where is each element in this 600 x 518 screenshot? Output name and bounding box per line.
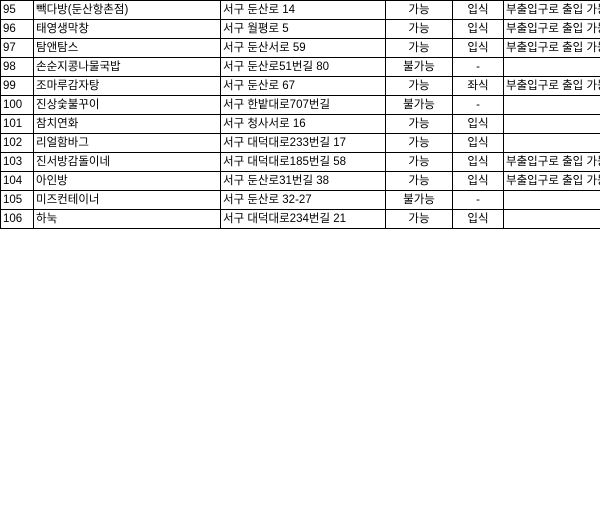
cell-accessible: 가능 [385, 133, 453, 153]
table-body: 95 빽다방(둔산항촌점) 서구 둔산로 14 가능 입식 부출입구로 출입 가… [0, 0, 600, 229]
cell-type: 입식 [452, 133, 504, 153]
cell-note [503, 133, 600, 153]
cell-accessible: 가능 [385, 114, 453, 134]
cell-name: 참치연화 [33, 114, 221, 134]
cell-name: 빽다방(둔산항촌점) [33, 0, 221, 20]
cell-address: 서구 둔산로 14 [220, 0, 386, 20]
accessibility-listing-table: 95 빽다방(둔산항촌점) 서구 둔산로 14 가능 입식 부출입구로 출입 가… [0, 0, 600, 229]
table-row: 97 탐앤탐스 서구 둔산서로 59 가능 입식 부출입구로 출입 가능 [0, 38, 600, 58]
cell-note: 부출입구로 출입 가능 [503, 152, 600, 172]
cell-address: 서구 둔산로51번길 80 [220, 57, 386, 77]
cell-note [503, 57, 600, 77]
cell-no: 103 [0, 152, 34, 172]
cell-no: 102 [0, 133, 34, 153]
cell-no: 105 [0, 190, 34, 210]
table-row: 100 진상숯불꾸이 서구 한밭대로707번길 불가능 - [0, 95, 600, 115]
cell-accessible: 가능 [385, 19, 453, 39]
cell-note: 부출입구로 출입 가능 [503, 0, 600, 20]
cell-no: 96 [0, 19, 34, 39]
cell-type: 입식 [452, 152, 504, 172]
cell-name: 진서방감돌이네 [33, 152, 221, 172]
cell-address: 서구 둔산로31번길 38 [220, 171, 386, 191]
cell-address: 서구 둔산로 67 [220, 76, 386, 96]
cell-type: - [452, 190, 504, 210]
cell-address: 서구 한밭대로707번길 [220, 95, 386, 115]
table-row: 101 참치연화 서구 청사서로 16 가능 입식 [0, 114, 600, 134]
table-row: 99 조마루감자탕 서구 둔산로 67 가능 좌식 부출입구로 출입 가능 [0, 76, 600, 96]
cell-note: 부출입구로 출입 가능 [503, 76, 600, 96]
cell-address: 서구 둔산로 32-27 [220, 190, 386, 210]
cell-name: 아인방 [33, 171, 221, 191]
cell-type: 입식 [452, 0, 504, 20]
cell-type: - [452, 57, 504, 77]
cell-name: 리얼함바그 [33, 133, 221, 153]
cell-note [503, 209, 600, 229]
cell-name: 탐앤탐스 [33, 38, 221, 58]
cell-name: 조마루감자탕 [33, 76, 221, 96]
cell-accessible: 가능 [385, 209, 453, 229]
cell-note [503, 95, 600, 115]
cell-name: 태영생막창 [33, 19, 221, 39]
cell-accessible: 가능 [385, 0, 453, 20]
table-row: 102 리얼함바그 서구 대덕대로233번길 17 가능 입식 [0, 133, 600, 153]
cell-type: 입식 [452, 38, 504, 58]
cell-type: 입식 [452, 209, 504, 229]
cell-accessible: 불가능 [385, 57, 453, 77]
table-row: 104 아인방 서구 둔산로31번길 38 가능 입식 부출입구로 출입 가능 [0, 171, 600, 191]
cell-name: 진상숯불꾸이 [33, 95, 221, 115]
cell-note: 부출입구로 출입 가능 [503, 38, 600, 58]
cell-no: 97 [0, 38, 34, 58]
cell-name: 미즈컨테이너 [33, 190, 221, 210]
table-row: 103 진서방감돌이네 서구 대덕대로185번길 58 가능 입식 부출입구로 … [0, 152, 600, 172]
cell-address: 서구 대덕대로233번길 17 [220, 133, 386, 153]
cell-address: 서구 둔산서로 59 [220, 38, 386, 58]
cell-accessible: 가능 [385, 152, 453, 172]
cell-note [503, 114, 600, 134]
cell-address: 서구 대덕대로234번길 21 [220, 209, 386, 229]
cell-no: 106 [0, 209, 34, 229]
cell-type: - [452, 95, 504, 115]
cell-address: 서구 대덕대로185번길 58 [220, 152, 386, 172]
table-row: 95 빽다방(둔산항촌점) 서구 둔산로 14 가능 입식 부출입구로 출입 가… [0, 0, 600, 20]
cell-no: 95 [0, 0, 34, 20]
cell-accessible: 가능 [385, 76, 453, 96]
cell-accessible: 가능 [385, 171, 453, 191]
cell-note: 부출입구로 출입 가능 [503, 171, 600, 191]
cell-no: 104 [0, 171, 34, 191]
cell-name: 하눅 [33, 209, 221, 229]
cell-address: 서구 월평로 5 [220, 19, 386, 39]
cell-note: 부출입구로 출입 가능 [503, 19, 600, 39]
cell-no: 98 [0, 57, 34, 77]
table-row: 96 태영생막창 서구 월평로 5 가능 입식 부출입구로 출입 가능 [0, 19, 600, 39]
cell-type: 입식 [452, 171, 504, 191]
cell-name: 손순지콩나물국밥 [33, 57, 221, 77]
cell-no: 100 [0, 95, 34, 115]
cell-type: 좌식 [452, 76, 504, 96]
cell-type: 입식 [452, 114, 504, 134]
cell-no: 101 [0, 114, 34, 134]
table-row: 98 손순지콩나물국밥 서구 둔산로51번길 80 불가능 - [0, 57, 600, 77]
cell-no: 99 [0, 76, 34, 96]
table-row: 105 미즈컨테이너 서구 둔산로 32-27 불가능 - [0, 190, 600, 210]
cell-type: 입식 [452, 19, 504, 39]
cell-address: 서구 청사서로 16 [220, 114, 386, 134]
cell-accessible: 가능 [385, 38, 453, 58]
cell-accessible: 불가능 [385, 190, 453, 210]
cell-note [503, 190, 600, 210]
table-row: 106 하눅 서구 대덕대로234번길 21 가능 입식 [0, 209, 600, 229]
cell-accessible: 불가능 [385, 95, 453, 115]
